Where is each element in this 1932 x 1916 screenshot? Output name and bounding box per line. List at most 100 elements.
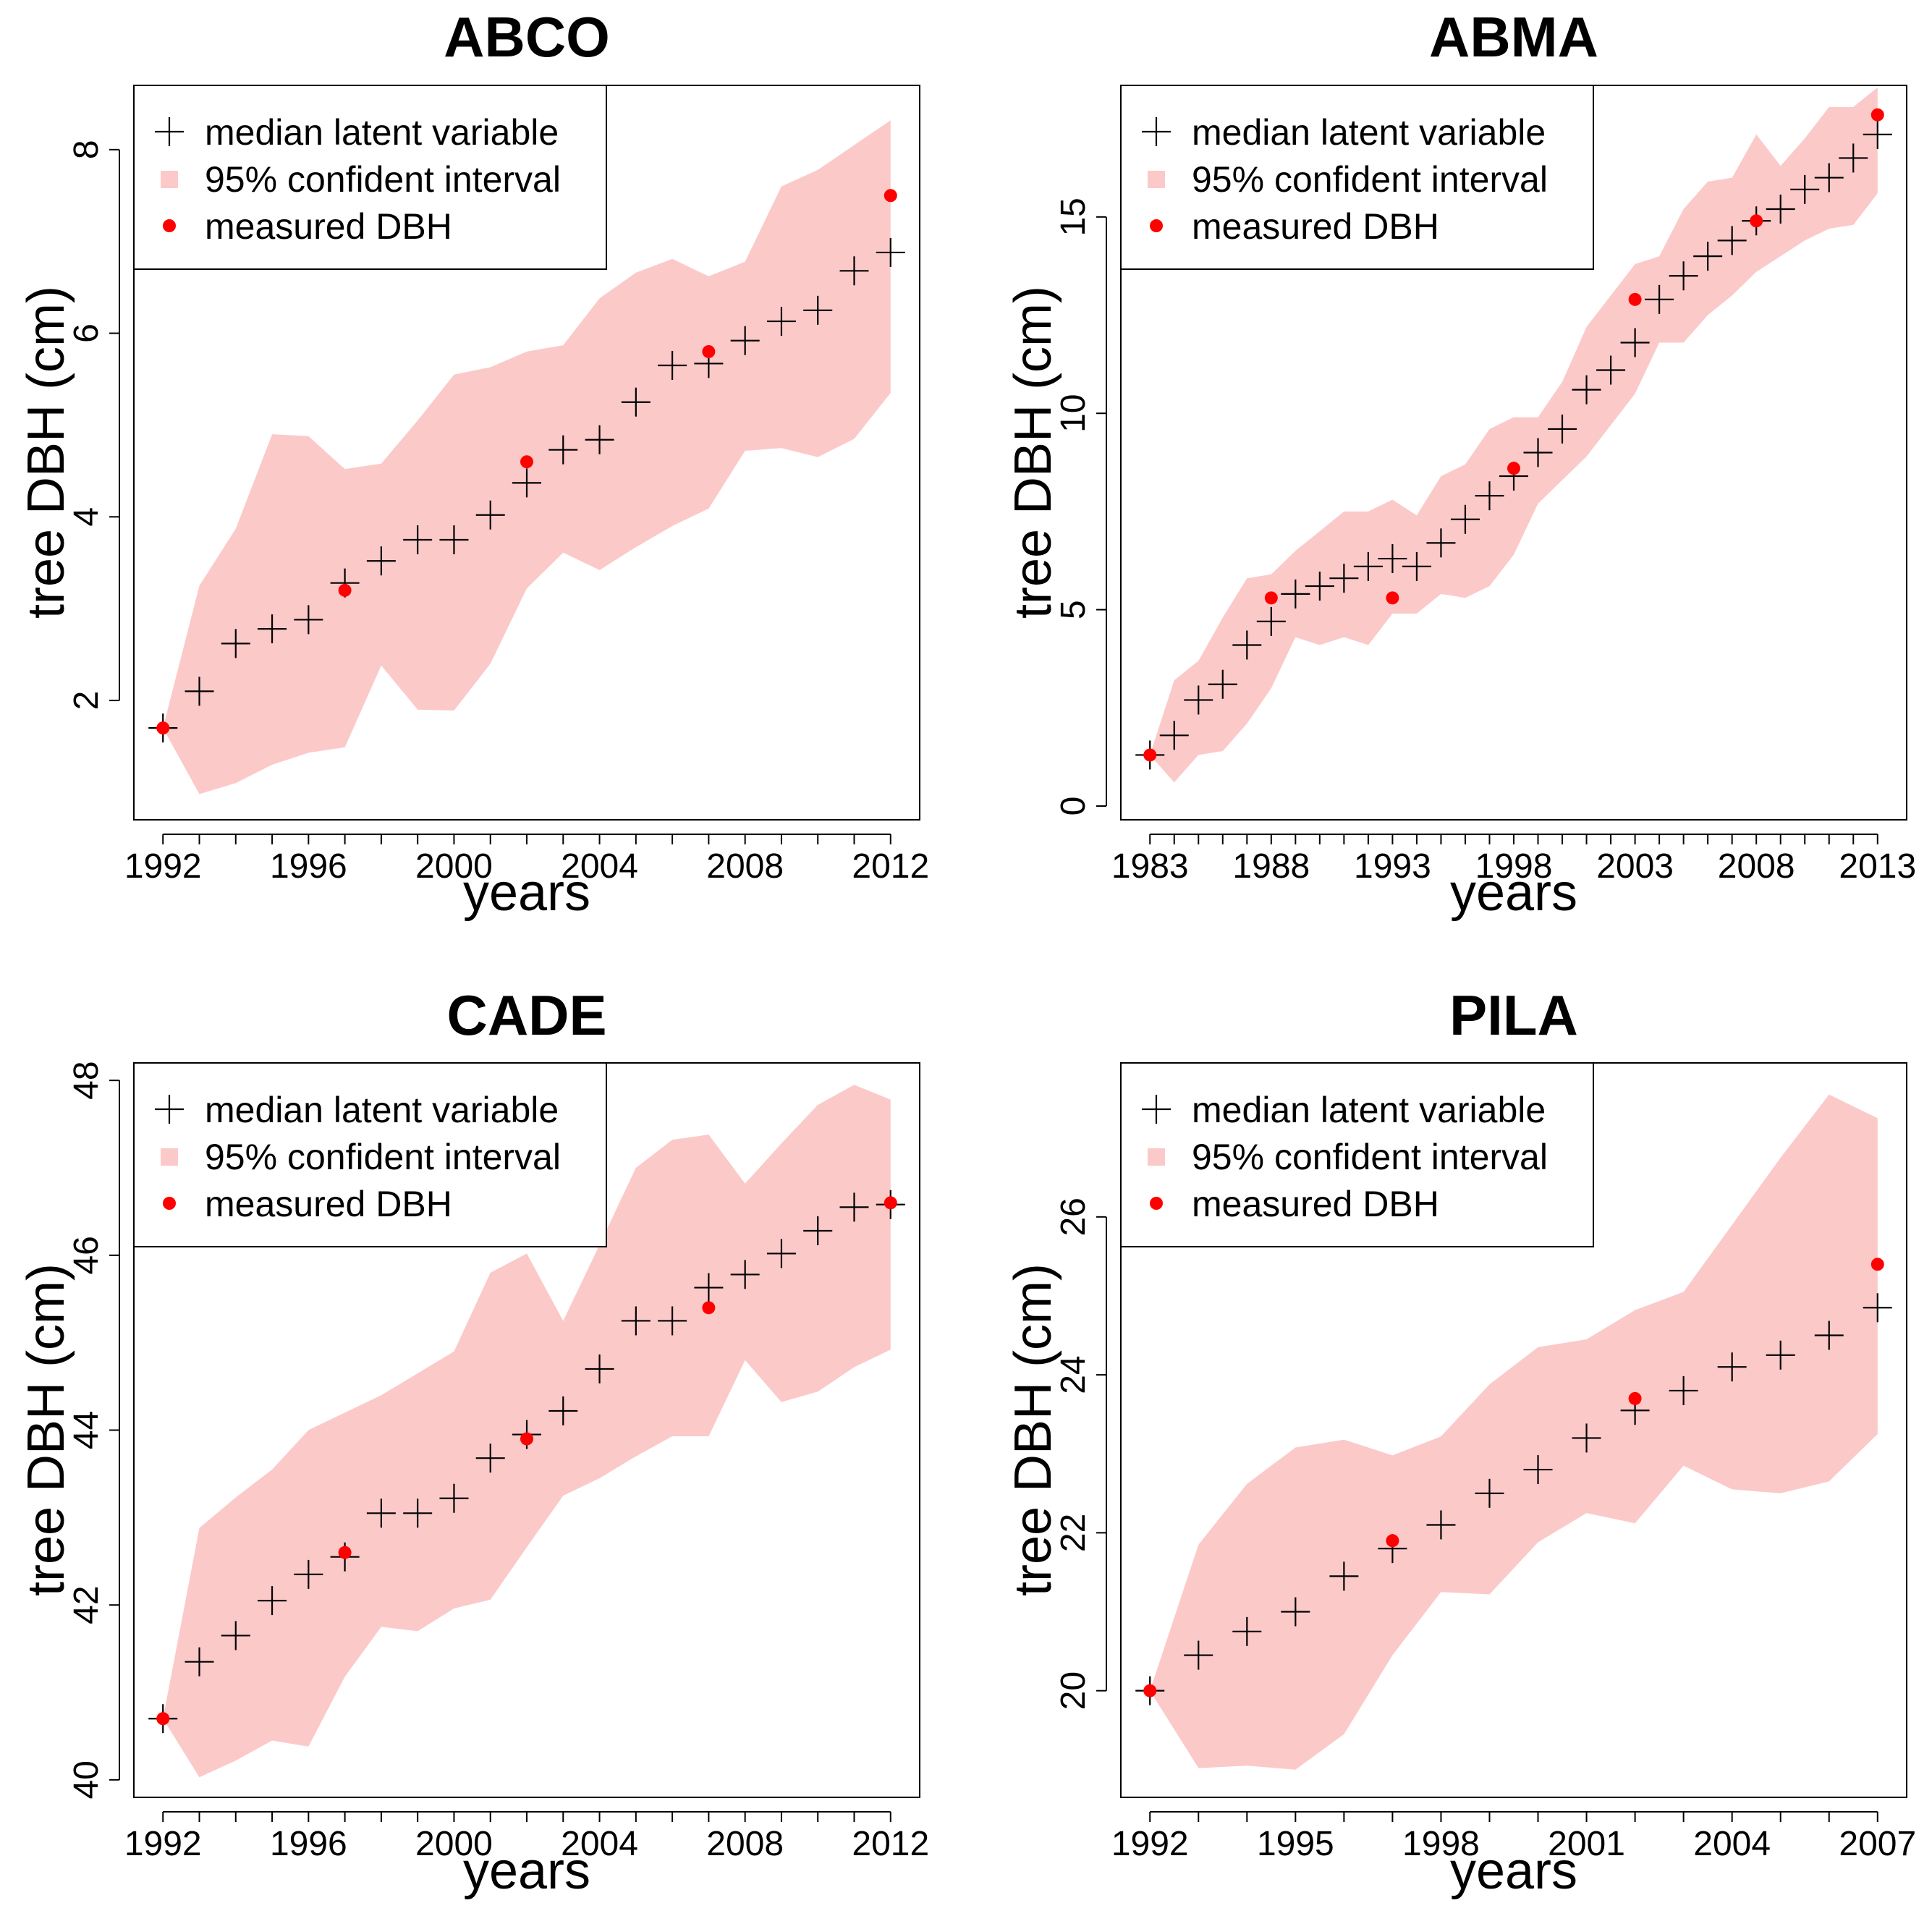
y-tick-label: 24: [1054, 1355, 1093, 1394]
x-tick-label: 2007: [1839, 1825, 1916, 1863]
x-axis-label: years: [1450, 1842, 1577, 1900]
median-marker: [185, 1647, 214, 1676]
median-marker: [475, 500, 505, 530]
legend-measured-label: measured DBH: [205, 1184, 452, 1224]
median-marker: [839, 256, 869, 286]
median-marker: [1572, 1423, 1601, 1453]
legend-ci-label: 95% confident interval: [205, 1137, 561, 1177]
median-marker: [1790, 174, 1820, 204]
y-tick-label: 5: [1054, 600, 1093, 619]
measured-point: [702, 1301, 716, 1315]
y-tick-label: 8: [67, 140, 106, 159]
legend-ci-label: 95% confident interval: [1192, 159, 1548, 200]
median-marker: [1596, 355, 1626, 385]
y-tick-label: 42: [67, 1585, 106, 1624]
median-marker: [1814, 1321, 1844, 1350]
y-tick-label: 44: [67, 1411, 106, 1449]
legend-median-label: median latent variable: [205, 1090, 559, 1130]
legend-box: [133, 1062, 607, 1247]
median-marker: [439, 525, 469, 555]
y-tick-label: 10: [1054, 394, 1093, 433]
legend-measured-marker: [1150, 219, 1163, 232]
panel-title: PILA: [1449, 983, 1578, 1047]
legend-measured-label: measured DBH: [1192, 1184, 1439, 1224]
legend-measured-label: measured DBH: [205, 206, 452, 247]
x-tick-label: 1983: [1111, 847, 1189, 886]
legend-ci-swatch: [1148, 171, 1165, 188]
x-tick-label: 2004: [561, 1825, 638, 1863]
ci-band: [1150, 1094, 1878, 1770]
x-tick-label: 1992: [124, 1825, 202, 1863]
panel-title: ABCO: [444, 5, 610, 69]
measured-point: [1870, 108, 1884, 122]
measured-point: [1386, 1534, 1399, 1548]
measured-point: [1143, 1684, 1157, 1697]
median-marker: [1475, 481, 1504, 511]
median-marker: [585, 425, 614, 454]
legend-median-label: median latent variable: [205, 112, 559, 153]
median-marker: [1353, 551, 1383, 581]
y-axis: 2 4 6 8: [67, 140, 120, 710]
median-marker: [1863, 1293, 1892, 1323]
median-marker: [1669, 261, 1698, 291]
panel-pila: PILA median latent variable 95% confiden…: [1004, 983, 1916, 1900]
median-marker: [258, 1586, 287, 1616]
legend-box: [133, 85, 607, 270]
median-marker: [766, 307, 796, 336]
x-tick-label: 1988: [1232, 847, 1310, 886]
plot-area: [148, 120, 905, 794]
measured-point: [1628, 1391, 1642, 1405]
median-marker: [1256, 606, 1286, 636]
panel-abma: ABMA median latent variable 95% confiden…: [1004, 5, 1916, 922]
panel-cade: CADE median latent variable 95% confiden…: [17, 983, 929, 1900]
median-marker: [658, 350, 687, 380]
median-marker: [512, 468, 541, 498]
x-tick-label: 2008: [1718, 847, 1795, 886]
y-tick-label: 20: [1054, 1671, 1093, 1710]
legend-median-label: median latent variable: [1192, 1090, 1546, 1130]
median-marker: [1669, 1375, 1698, 1405]
y-axis-label: tree DBH (cm): [17, 286, 75, 619]
legend: median latent variable 95% confident int…: [133, 85, 607, 270]
measured-point: [702, 344, 716, 358]
median-marker: [1426, 528, 1456, 558]
median-marker: [1766, 194, 1795, 224]
plot-area: [1135, 87, 1892, 783]
plot-area: [148, 1085, 905, 1778]
median-marker: [1572, 375, 1601, 404]
median-marker: [1329, 1561, 1359, 1591]
x-axis: 1992 1996 2000 2004 2008 2012: [124, 834, 929, 886]
legend-ci-swatch: [161, 1148, 178, 1166]
median-marker: [876, 237, 905, 267]
median-marker: [1814, 163, 1844, 192]
y-axis: 20 22 24 26: [1054, 1198, 1107, 1710]
y-axis-label: tree DBH (cm): [1004, 286, 1062, 619]
x-axis-label: years: [463, 1842, 590, 1900]
legend-median-label: median latent variable: [1192, 112, 1546, 153]
legend-measured-marker: [163, 1197, 176, 1210]
median-marker: [1620, 328, 1650, 357]
measured-point: [1386, 591, 1399, 605]
median-marker: [1378, 544, 1407, 574]
median-marker: [1184, 685, 1213, 715]
median-marker: [803, 295, 833, 325]
x-tick-label: 2013: [1839, 847, 1916, 886]
panel-abco: ABCO median latent variable 95% confiden…: [17, 5, 929, 922]
median-marker: [1281, 579, 1310, 609]
x-tick-label: 2004: [1693, 1825, 1771, 1863]
median-marker: [803, 1216, 833, 1245]
median-marker: [366, 1499, 396, 1528]
x-tick-label: 2012: [852, 1825, 929, 1863]
x-tick-label: 1992: [1111, 1825, 1189, 1863]
x-tick-label: 1992: [124, 847, 202, 886]
x-tick-label: 2003: [1596, 847, 1674, 886]
legend-median-marker: [1142, 117, 1171, 146]
x-tick-label: 2008: [706, 1825, 784, 1863]
median-marker: [1402, 551, 1431, 581]
x-tick-label: 2000: [415, 1825, 493, 1863]
x-axis: 1992 1995 1998 2001 2004 2007: [1111, 1811, 1916, 1863]
median-marker: [1184, 1640, 1213, 1670]
legend-median-marker: [1142, 1095, 1171, 1124]
measured-point: [1507, 462, 1520, 475]
measured-point: [338, 583, 352, 597]
